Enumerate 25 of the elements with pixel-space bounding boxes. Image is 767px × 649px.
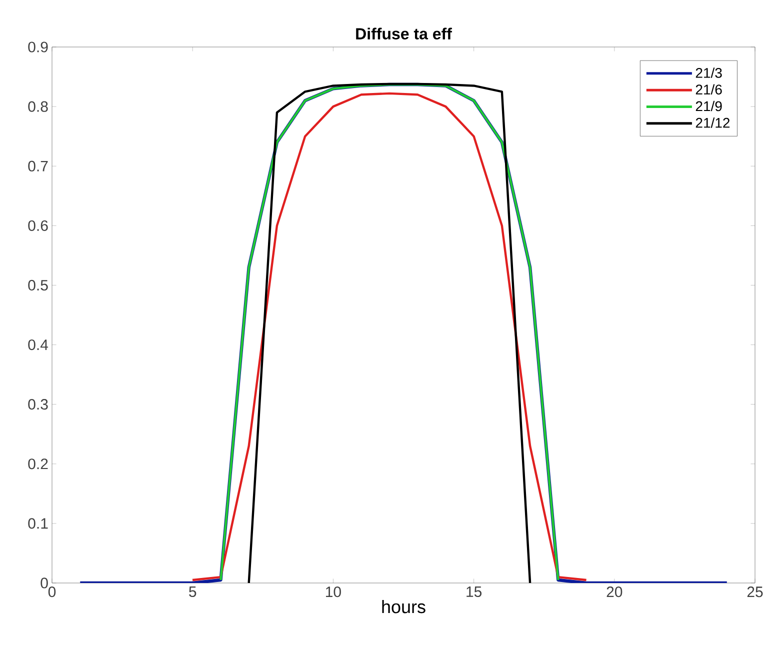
line-series	[220, 83, 560, 582]
legend-label: 21/12	[696, 118, 730, 128]
x-axis-title: hours	[382, 600, 426, 614]
legend-label: 21/6	[696, 84, 722, 95]
x-tick-label: 20	[606, 586, 622, 598]
y-tick-label: 0.6	[28, 220, 48, 231]
chart-title: Diffuse ta eff	[356, 28, 452, 40]
x-tick-label: 5	[189, 586, 196, 597]
legend-label: 21/3	[696, 68, 722, 78]
x-tick-label: 15	[466, 586, 482, 597]
y-tick-label: 0.1	[28, 518, 48, 529]
x-tick-label: 0	[48, 586, 56, 598]
x-tick-label: 25	[747, 586, 763, 598]
y-tick-label: 0.9	[28, 42, 48, 52]
y-tick-label: 0.2	[28, 458, 48, 470]
line-series	[192, 92, 588, 582]
y-tick-label: 0.5	[28, 280, 48, 291]
y-tick-label: 0.3	[28, 399, 48, 410]
line-series	[248, 82, 532, 583]
y-tick-label: 0.8	[28, 101, 48, 112]
y-tick-label: 0.7	[28, 160, 48, 172]
y-tick-label: 0	[40, 578, 48, 588]
legend-label: 21/9	[696, 100, 722, 112]
x-tick-label: 10	[326, 586, 341, 598]
y-tick-label: 0.4	[28, 339, 48, 350]
